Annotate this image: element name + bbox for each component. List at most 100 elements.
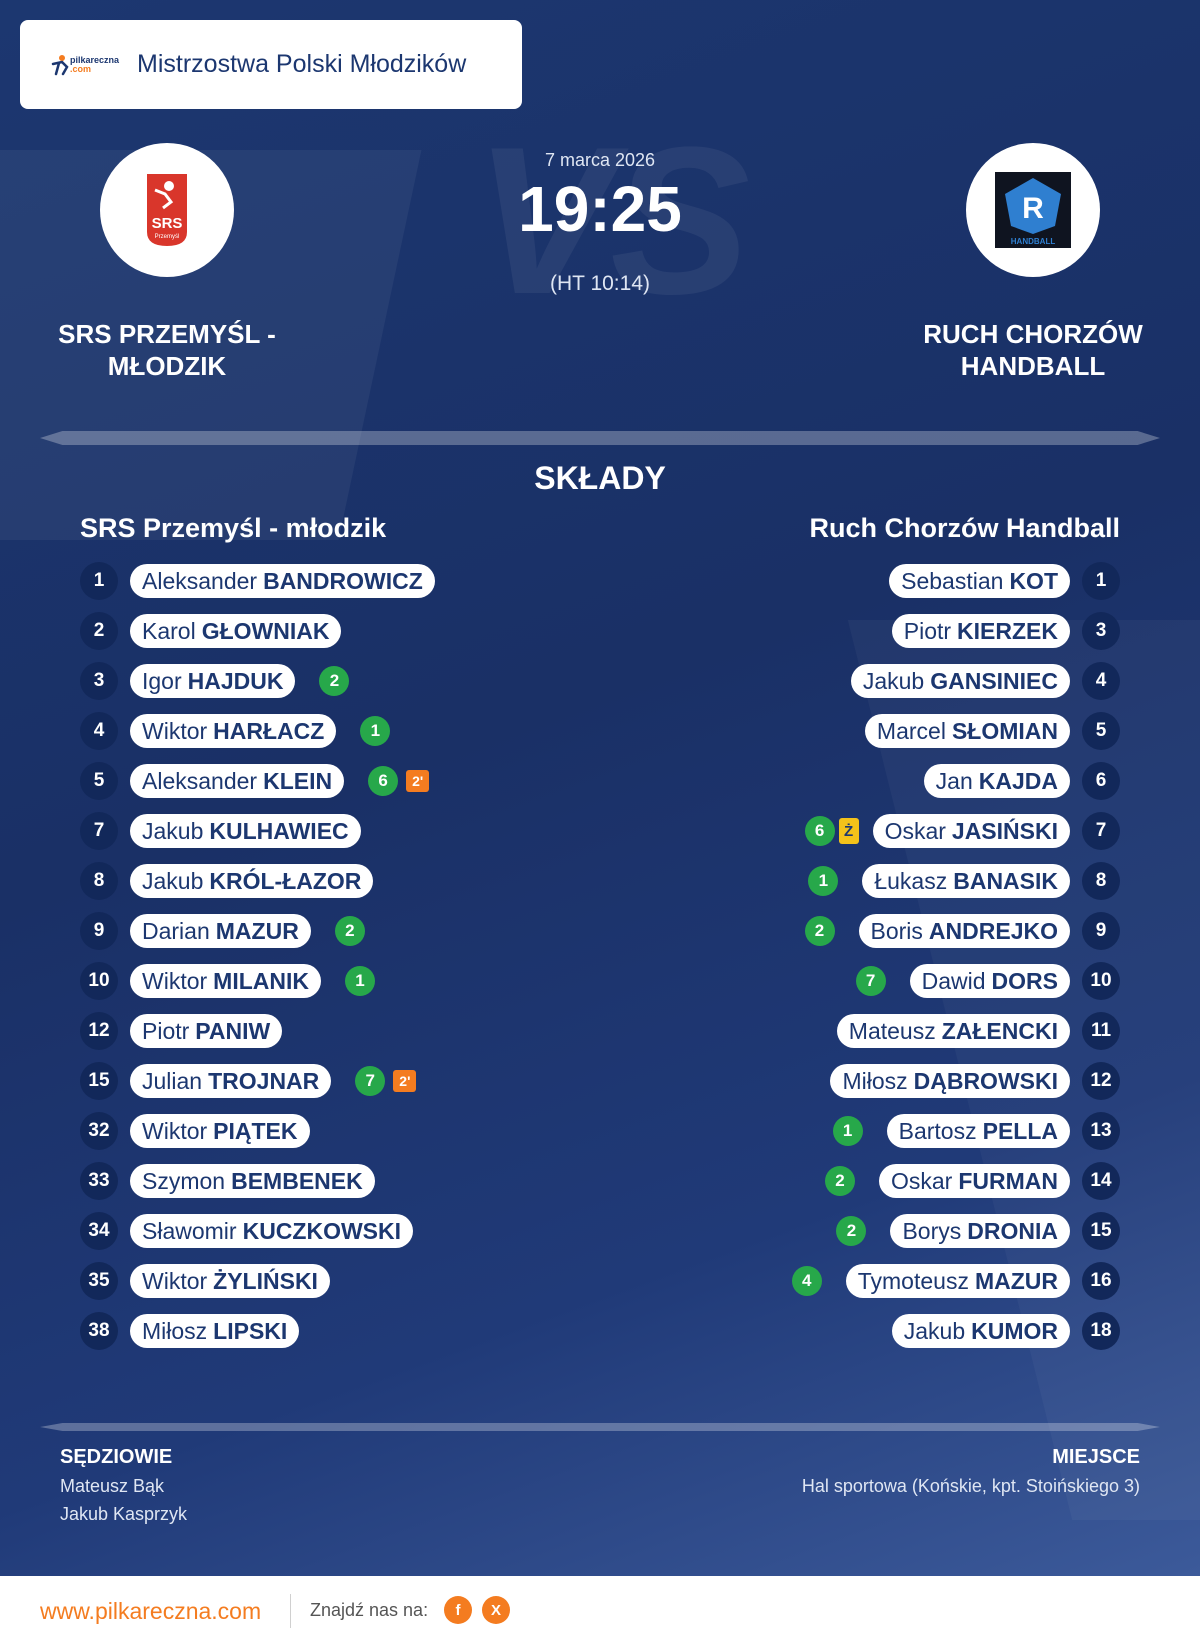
- home-team-logo[interactable]: SRS Przemyśl: [100, 143, 234, 277]
- player-first-name: Jakub: [903, 1317, 966, 1344]
- player-name-pill[interactable]: Aleksander KLEIN: [130, 764, 345, 798]
- player-name-pill[interactable]: Dawid DORS: [909, 964, 1070, 998]
- player-row[interactable]: 2 Borys DRONIA 15: [792, 1206, 1120, 1256]
- player-row[interactable]: 1 Aleksander BANDROWICZ: [80, 556, 435, 606]
- player-number-badge: 33: [80, 1162, 118, 1200]
- player-name-pill[interactable]: Sebastian KOT: [889, 564, 1070, 598]
- away-team-logo[interactable]: R HANDBALL: [966, 143, 1100, 277]
- player-row[interactable]: Jakub KUMOR 18: [792, 1306, 1120, 1356]
- competition-card[interactable]: pilkareczna .com Mistrzostwa Polski Młodz…: [20, 20, 522, 109]
- player-row[interactable]: 2 Oskar FURMAN 14: [792, 1156, 1120, 1206]
- player-name-pill[interactable]: Wiktor MILANIK: [130, 964, 321, 998]
- player-row[interactable]: 4 Tymoteusz MAZUR 16: [791, 1256, 1120, 1306]
- player-name-pill[interactable]: Wiktor HARŁACZ: [130, 714, 337, 748]
- player-name-pill[interactable]: Oskar JASIŃSKI: [872, 814, 1070, 848]
- player-first-name: Igor: [142, 667, 182, 694]
- player-row[interactable]: 1 Bartosz PELLA 13: [792, 1106, 1120, 1156]
- player-first-name: Tymoteusz: [857, 1267, 969, 1294]
- player-name-pill[interactable]: Bartosz PELLA: [886, 1114, 1070, 1148]
- player-name-pill[interactable]: Piotr PANIW: [130, 1014, 283, 1048]
- player-row[interactable]: Jakub GANSINIEC 4: [792, 656, 1120, 706]
- facebook-icon[interactable]: f: [444, 1596, 472, 1624]
- player-name-pill[interactable]: Miłosz DĄBROWSKI: [830, 1064, 1070, 1098]
- player-row[interactable]: 6 Ż Oskar JASIŃSKI 7: [792, 806, 1120, 856]
- player-row[interactable]: 2 Boris ANDREJKO 9: [792, 906, 1120, 956]
- player-name-pill[interactable]: Jakub KRÓL-ŁAZOR: [130, 864, 374, 898]
- player-name-pill[interactable]: Miłosz LIPSKI: [130, 1314, 300, 1348]
- website-link[interactable]: www.pilkareczna.com: [40, 1598, 262, 1624]
- player-row[interactable]: 12 Piotr PANIW: [80, 1006, 435, 1056]
- player-name-pill[interactable]: Julian TROJNAR: [130, 1064, 332, 1098]
- player-row[interactable]: 7 Dawid DORS 10: [792, 956, 1120, 1006]
- player-row[interactable]: Mateusz ZAŁENCKI 11: [792, 1006, 1120, 1056]
- player-row[interactable]: 5 Aleksander KLEIN 6 2': [80, 756, 435, 806]
- player-name-pill[interactable]: Jakub KUMOR: [891, 1314, 1070, 1348]
- player-name-pill[interactable]: Jakub KULHAWIEC: [130, 814, 361, 848]
- player-row[interactable]: Jan KAJDA 6: [792, 756, 1120, 806]
- player-last-name: GŁOWNIAK: [201, 617, 330, 644]
- player-name-pill[interactable]: Mateusz ZAŁENCKI: [836, 1014, 1070, 1048]
- player-row[interactable]: 15 Julian TROJNAR 7 2': [80, 1056, 435, 1106]
- player-number-badge: 7: [80, 812, 118, 850]
- goals-badge: 6: [368, 766, 399, 796]
- player-row[interactable]: 34 Sławomir KUCZKOWSKI: [80, 1206, 435, 1256]
- goals-badge: 2: [804, 916, 835, 946]
- player-number-badge: 32: [80, 1112, 118, 1150]
- player-number-badge: 3: [1082, 612, 1120, 650]
- goals-badge: 2: [825, 1166, 855, 1196]
- player-name-pill[interactable]: Szymon BEMBENEK: [130, 1164, 375, 1198]
- player-first-name: Jakub: [142, 867, 204, 894]
- player-row[interactable]: 10 Wiktor MILANIK 1: [80, 956, 435, 1006]
- player-name-pill[interactable]: Marcel SŁOMIAN: [864, 714, 1070, 748]
- player-row[interactable]: 33 Szymon BEMBENEK: [80, 1156, 435, 1206]
- player-row[interactable]: 9 Darian MAZUR 2: [80, 906, 435, 956]
- player-row[interactable]: 2 Karol GŁOWNIAK: [80, 606, 435, 656]
- player-row[interactable]: 38 Miłosz LIPSKI: [80, 1306, 435, 1356]
- penalty-badge: 2': [393, 1070, 417, 1092]
- player-name-pill[interactable]: Wiktor ŻYLIŃSKI: [130, 1264, 330, 1298]
- x-icon[interactable]: X: [482, 1596, 510, 1624]
- player-row[interactable]: Miłosz DĄBROWSKI 12: [792, 1056, 1120, 1106]
- goals-badge: 7: [855, 966, 886, 996]
- player-last-name: ANDREJKO: [928, 917, 1058, 944]
- away-roster: Sebastian KOT 1 Piotr KIERZEK 3 Jakub GANSINIEC…: [791, 556, 1120, 1356]
- svg-text:HANDBALL: HANDBALL: [1011, 237, 1056, 246]
- halftime-score: (HT 10:14): [550, 272, 650, 295]
- player-name-pill[interactable]: Oskar FURMAN: [879, 1164, 1070, 1198]
- section-divider: [40, 1423, 1160, 1431]
- player-row[interactable]: 7 Jakub KULHAWIEC: [80, 806, 435, 856]
- player-name-pill[interactable]: Boris ANDREJKO: [858, 914, 1070, 948]
- player-name-pill[interactable]: Borys DRONIA: [890, 1214, 1070, 1248]
- player-row[interactable]: Marcel SŁOMIAN 5: [792, 706, 1120, 756]
- player-number-badge: 8: [80, 862, 118, 900]
- referees-label: SĘDZIOWIE: [60, 1446, 173, 1468]
- player-last-name: MAZUR: [974, 1267, 1058, 1294]
- player-name-pill[interactable]: Jan KAJDA: [923, 764, 1070, 798]
- player-row[interactable]: 32 Wiktor PIĄTEK: [80, 1106, 435, 1156]
- player-row[interactable]: 4 Wiktor HARŁACZ 1: [80, 706, 435, 756]
- player-name-pill[interactable]: Wiktor PIĄTEK: [130, 1114, 310, 1148]
- player-row[interactable]: Piotr KIERZEK 3: [792, 606, 1120, 656]
- player-number-badge: 1: [80, 562, 118, 600]
- player-first-name: Oskar: [891, 1167, 953, 1194]
- player-first-name: Miłosz: [842, 1067, 908, 1094]
- player-name-pill[interactable]: Igor HAJDUK: [130, 664, 296, 698]
- player-first-name: Karol: [142, 617, 196, 644]
- player-row[interactable]: 3 Igor HAJDUK 2: [80, 656, 435, 706]
- player-name-pill[interactable]: Darian MAZUR: [130, 914, 311, 948]
- player-name-pill[interactable]: Piotr KIERZEK: [891, 614, 1070, 648]
- player-first-name: Mateusz: [848, 1017, 936, 1044]
- goals-badge: 4: [791, 1266, 822, 1296]
- player-row[interactable]: 8 Jakub KRÓL-ŁAZOR: [80, 856, 435, 906]
- player-name-pill[interactable]: Aleksander BANDROWICZ: [130, 564, 435, 598]
- player-first-name: Miłosz: [142, 1317, 208, 1344]
- player-first-name: Sławomir: [142, 1217, 237, 1244]
- player-name-pill[interactable]: Tymoteusz MAZUR: [845, 1264, 1070, 1298]
- player-name-pill[interactable]: Karol GŁOWNIAK: [130, 614, 342, 648]
- player-name-pill[interactable]: Jakub GANSINIEC: [850, 664, 1070, 698]
- player-name-pill[interactable]: Sławomir KUCZKOWSKI: [130, 1214, 414, 1248]
- player-row[interactable]: 1 Łukasz BANASIK 8: [792, 856, 1120, 906]
- player-row[interactable]: 35 Wiktor ŻYLIŃSKI: [80, 1256, 435, 1306]
- player-name-pill[interactable]: Łukasz BANASIK: [862, 864, 1070, 898]
- player-row[interactable]: Sebastian KOT 1: [792, 556, 1120, 606]
